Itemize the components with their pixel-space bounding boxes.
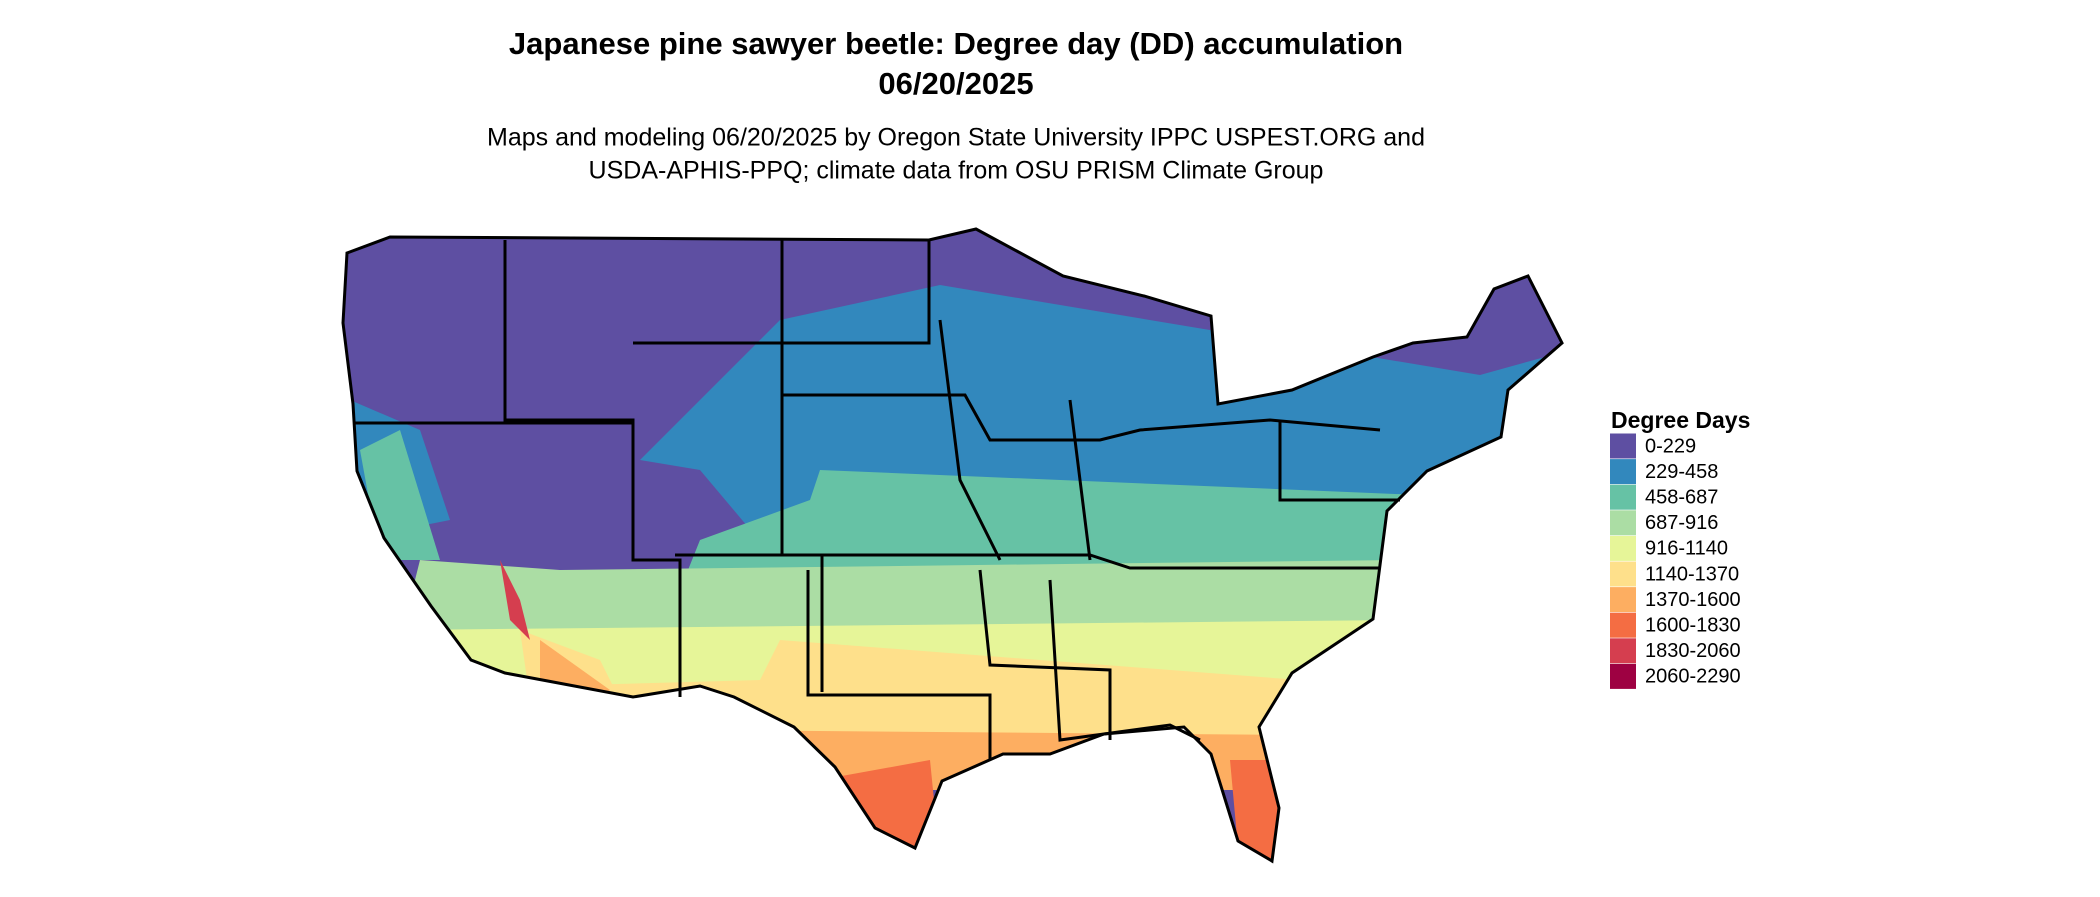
state-line	[1068, 399, 1092, 561]
state-line	[806, 570, 992, 760]
legend-swatch	[1610, 663, 1636, 689]
legend-label: 1370-1600	[1645, 589, 1741, 611]
state-line	[503, 240, 682, 697]
subtitle: USDA-APHIS-PPQ; climate data from OSU PR…	[589, 157, 1324, 185]
title: Japanese pine sawyer beetle: Degree day …	[509, 26, 1403, 61]
legend-swatch	[1610, 459, 1636, 485]
state-line	[675, 553, 1380, 570]
legend-swatch	[1610, 638, 1636, 664]
legend-label: 1140-1370	[1645, 563, 1739, 585]
legend-label: 687-916	[1645, 512, 1718, 534]
state-line	[780, 240, 931, 345]
legend-swatch	[1610, 484, 1636, 510]
state-line	[938, 319, 1002, 561]
state-line	[978, 569, 1112, 740]
legend-swatch	[1610, 433, 1636, 459]
state-line	[1048, 579, 1201, 742]
legend: 0-229 229-458 458-687 687-916 916-1140 1140-1…	[1610, 433, 1741, 689]
legend-swatch	[1610, 612, 1636, 638]
state-line	[782, 393, 1381, 442]
legend-label: 1830-2060	[1645, 640, 1741, 662]
legend-label: 458-687	[1645, 486, 1718, 508]
legend-title: Degree Days	[1611, 407, 1750, 433]
legend-label: 916-1140	[1645, 538, 1728, 560]
title-date: 06/20/2025	[878, 66, 1033, 101]
legend-label: 2060-2290	[1645, 666, 1741, 688]
legend-label: 0-229	[1645, 435, 1696, 457]
boundaries	[341, 227, 1564, 863]
subtitle: Maps and modeling 06/20/2025 by Oregon S…	[487, 124, 1425, 152]
legend-swatch	[1610, 510, 1636, 536]
legend-swatch	[1610, 535, 1636, 561]
legend-label: 229-458	[1645, 461, 1718, 483]
legend-swatch	[1610, 587, 1636, 613]
legend-swatch	[1610, 561, 1636, 587]
legend-label: 1600-1830	[1645, 614, 1741, 636]
state-line	[1278, 420, 1400, 502]
